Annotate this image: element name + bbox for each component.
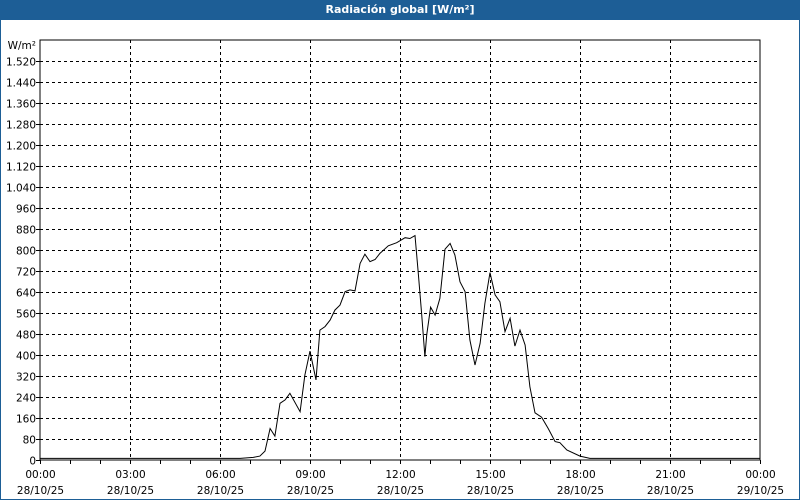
y-tick-label: 880 (16, 225, 36, 237)
x-tick-date-label: 28/10/25 (287, 485, 334, 497)
y-tick-label: 640 (16, 288, 36, 300)
x-tick-time-label: 00:00 (745, 469, 775, 481)
x-tick-date-label: 28/10/25 (557, 485, 604, 497)
x-tick-time-label: 15:00 (475, 469, 505, 481)
y-tick-label: 0 (29, 456, 36, 468)
y-tick-label: 560 (16, 309, 36, 321)
x-tick-date-label: 28/10/25 (467, 485, 514, 497)
y-axis-unit-label: W/m² (8, 40, 36, 52)
x-tick-time-label: 00:00 (25, 469, 55, 481)
y-tick-label: 1.360 (6, 99, 36, 111)
y-tick-label: 1.520 (6, 57, 36, 69)
y-tick-label: 1.280 (6, 120, 36, 132)
x-tick-time-label: 18:00 (565, 469, 595, 481)
y-tick-label: 1.440 (6, 78, 36, 90)
y-tick-label: 240 (16, 393, 36, 405)
x-tick-date-label: 28/10/25 (647, 485, 694, 497)
y-tick-label: 960 (16, 204, 36, 216)
y-tick-label: 800 (16, 246, 36, 258)
y-tick-label: 1.040 (6, 183, 36, 195)
grid (40, 40, 760, 460)
y-tick-label: 1.120 (6, 162, 36, 174)
chart-title: Radiación global [W/m²] (325, 3, 475, 16)
y-tick-label: 400 (16, 351, 36, 363)
chart-title-bar: Radiación global [W/m²] (0, 0, 800, 20)
x-tick-time-label: 03:00 (115, 469, 145, 481)
x-tick-time-label: 12:00 (385, 469, 415, 481)
x-tick-date-label: 28/10/25 (377, 485, 424, 497)
y-tick-label: 480 (16, 330, 36, 342)
y-tick-label: 1.200 (6, 141, 36, 153)
y-tick-label: 80 (23, 435, 36, 447)
x-tick-time-label: 09:00 (295, 469, 325, 481)
x-tick-date-label: 29/10/25 (737, 485, 784, 497)
x-tick-time-label: 21:00 (655, 469, 685, 481)
x-tick-time-label: 06:00 (205, 469, 235, 481)
y-tick-label: 320 (16, 372, 36, 384)
y-tick-label: 160 (16, 414, 36, 426)
x-tick-date-label: 28/10/25 (197, 485, 244, 497)
series-line (40, 234, 760, 459)
x-tick-date-label: 28/10/25 (17, 485, 64, 497)
y-tick-label: 720 (16, 267, 36, 279)
x-tick-date-label: 28/10/25 (107, 485, 154, 497)
